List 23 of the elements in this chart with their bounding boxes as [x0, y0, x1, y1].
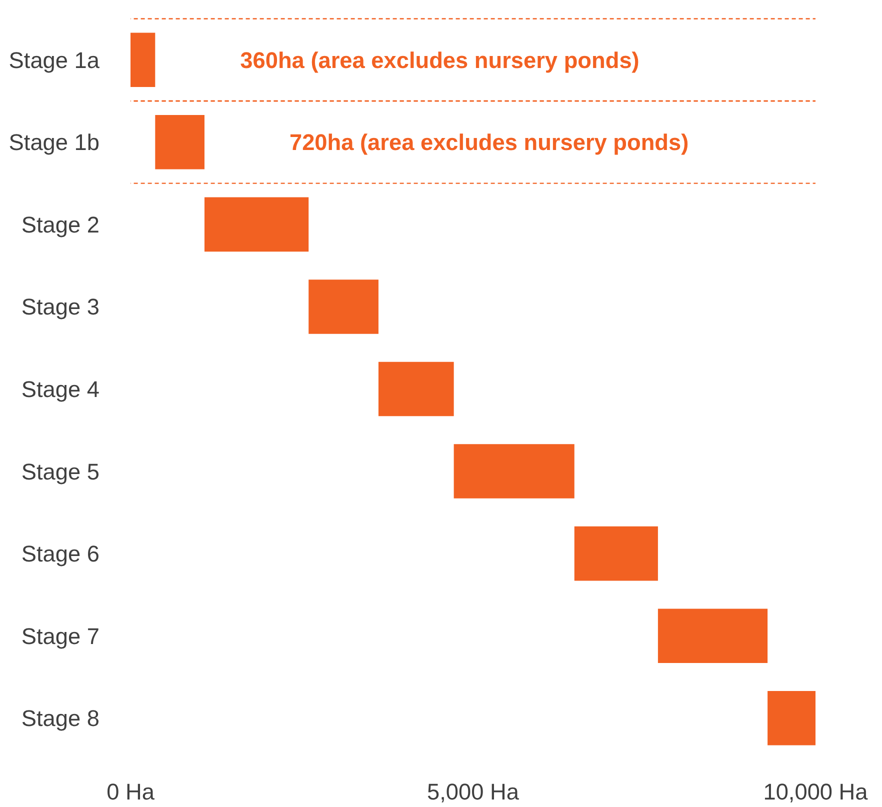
bar	[378, 362, 454, 416]
y-tick-label: Stage 3	[21, 294, 100, 320]
y-tick-label: Stage 5	[21, 458, 100, 484]
bar	[204, 197, 309, 252]
y-tick-label: Stage 7	[21, 622, 100, 649]
bar	[768, 690, 816, 746]
x-tick-label: 0 Ha	[106, 778, 155, 804]
annotation: 720ha (area excludes nursery ponds)	[289, 129, 689, 156]
y-tick-label: Stage 1a	[8, 46, 100, 73]
y-tick-label: Stage 8	[21, 705, 100, 732]
y-tick-label: Stage 2	[21, 211, 100, 238]
bar	[454, 444, 574, 498]
bar	[308, 280, 378, 334]
bar	[574, 526, 658, 581]
bar	[658, 608, 768, 663]
annotation: 360ha (area excludes nursery ponds)	[240, 46, 640, 73]
y-tick-label: Stage 4	[21, 376, 100, 402]
bar	[130, 32, 156, 88]
bar	[155, 115, 204, 170]
y-tick-label: Stage 6	[21, 540, 100, 567]
y-tick-label: Stage 1b	[8, 129, 100, 156]
x-tick-label: 5,000 Ha	[427, 778, 520, 804]
x-tick-label: 10,000 Ha	[763, 778, 868, 804]
